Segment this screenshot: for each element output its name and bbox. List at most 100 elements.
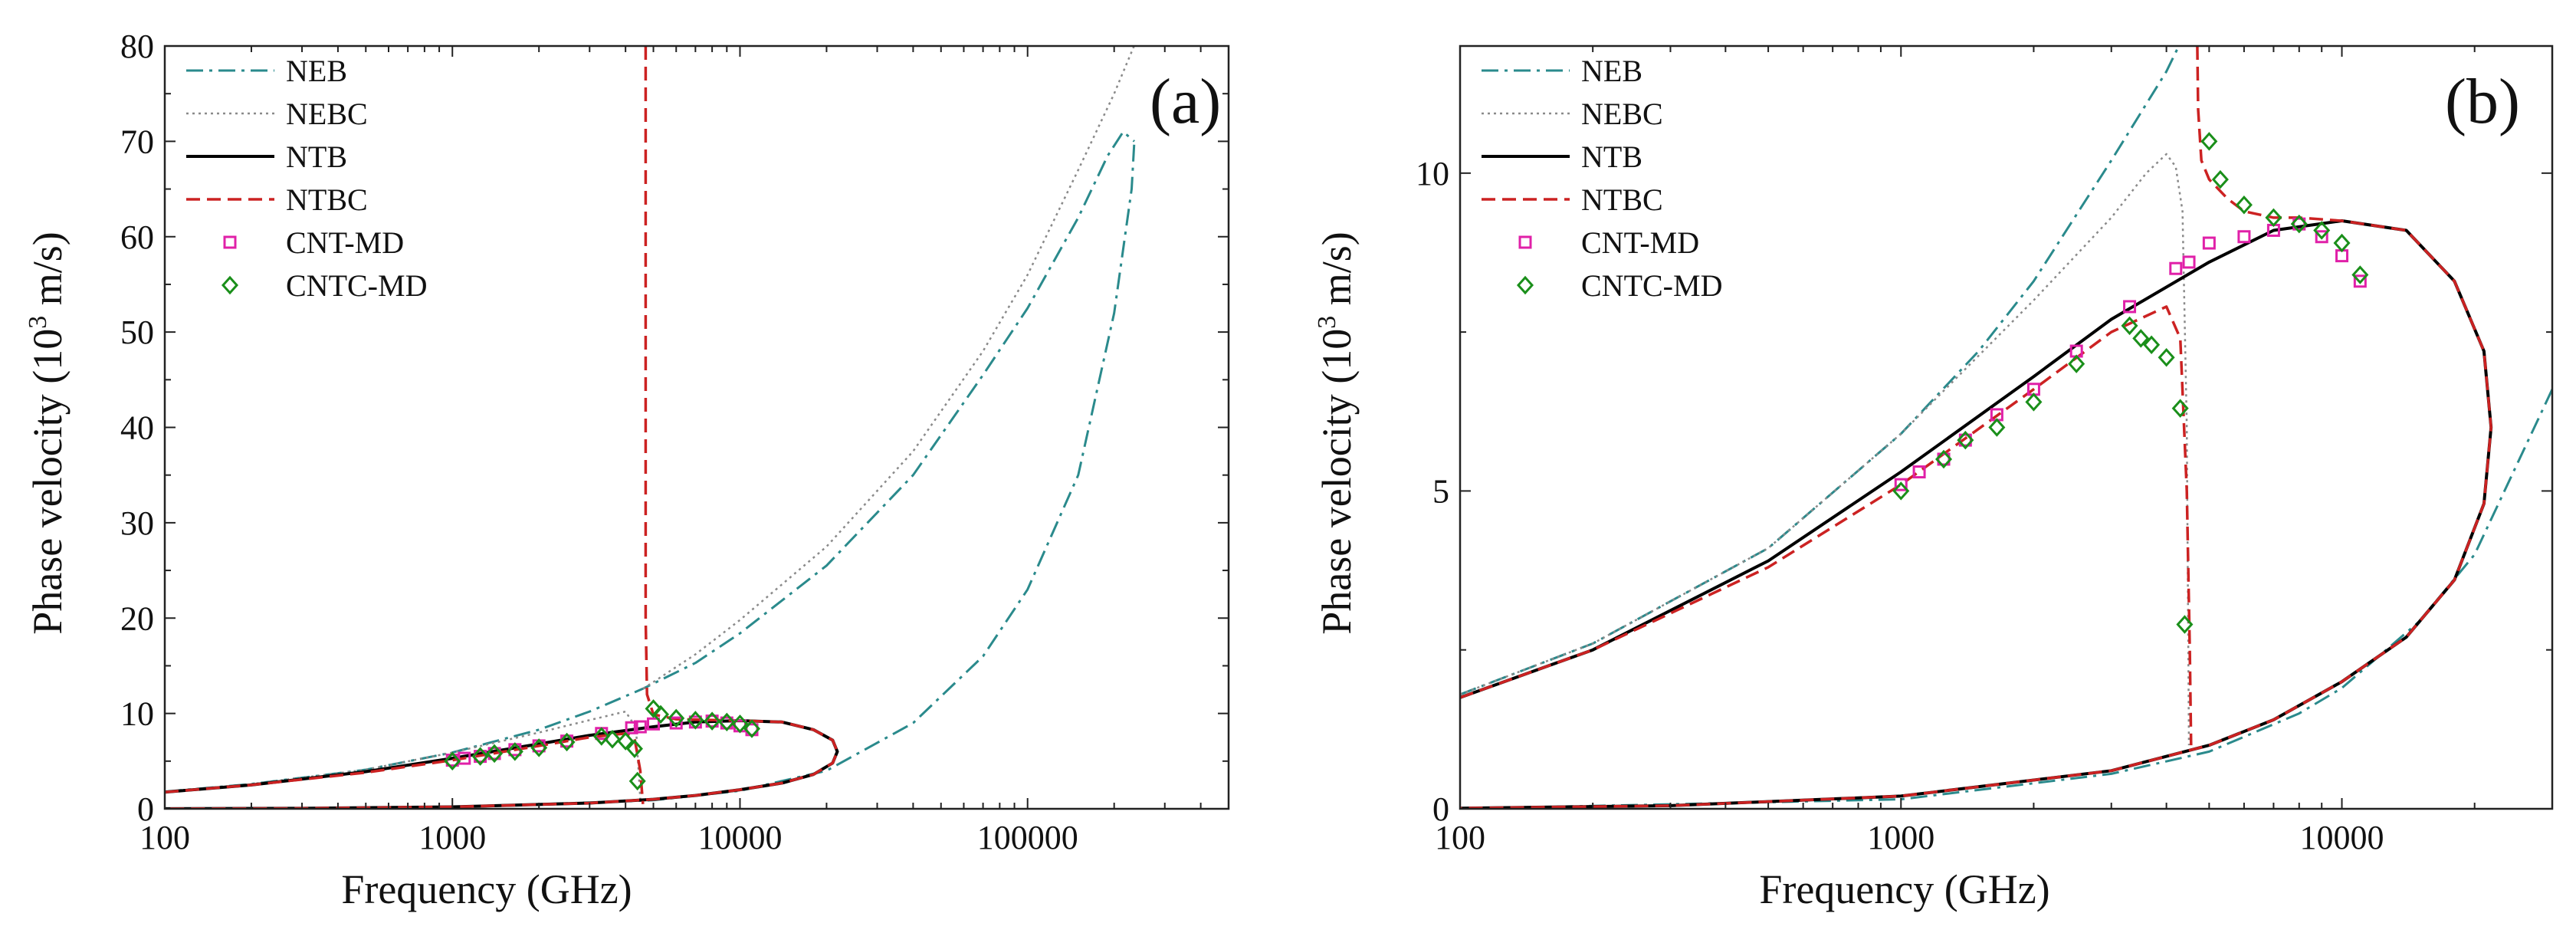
marker-cntc-md-b-0 xyxy=(1892,481,1910,501)
marker-cntc-md-b-7 xyxy=(2132,329,2150,348)
marker-cnt-md-b-0 xyxy=(1894,478,1908,491)
x-axis-label-b: Frequency (GHz) xyxy=(1759,866,2049,912)
legend-swatch-cnt-md-b xyxy=(1518,235,1532,249)
y-axis-label-a: Phase velocity (103 m/s) xyxy=(24,232,71,634)
marker-cntc-md-b-19 xyxy=(2351,265,2369,284)
y-tick-label-a-2: 20 xyxy=(120,600,154,637)
plot-area-a xyxy=(165,46,1136,809)
series-line-ntbc-b-1 xyxy=(1460,46,2492,809)
marker-cntc-md-a-0 xyxy=(444,751,461,771)
series-line-nebc-b-0 xyxy=(1460,153,2190,746)
marker-cntc-md-b-18 xyxy=(2333,233,2351,253)
marker-cntc-md-a-9 xyxy=(625,739,643,758)
legend-label-ntb-a: NTB xyxy=(286,140,347,174)
marker-cntc-md-b-12 xyxy=(2200,132,2218,151)
marker-cntc-md-a-7 xyxy=(603,729,622,749)
marker-cntc-md-a-1 xyxy=(471,747,489,766)
legend-label-nebc-b: NEBC xyxy=(1581,97,1663,131)
legend-label-ntbc-b: NTBC xyxy=(1581,182,1663,217)
y-tick-label-a-4: 40 xyxy=(120,409,154,447)
marker-cntc-md-b-13 xyxy=(2211,169,2229,189)
marker-cntc-md-b-2 xyxy=(1957,430,1974,450)
legend-label-cnt-md-b: CNT-MD xyxy=(1581,225,1699,260)
marker-cnt-md-b-8 xyxy=(2169,261,2183,275)
y-tick-label-b-0: 0 xyxy=(1432,790,1449,828)
legend-label-cnt-md-a: CNT-MD xyxy=(286,225,404,260)
marker-cntc-md-a-15 xyxy=(704,711,721,731)
marker-cntc-md-b-10 xyxy=(2171,399,2189,418)
marker-cntc-md-a-16 xyxy=(718,712,736,732)
series-line-neb-a-0 xyxy=(165,130,1135,793)
marker-cntc-md-a-5 xyxy=(558,732,576,752)
tick-labels-b: 100 1000 10000 0 5 10 xyxy=(1416,155,2384,856)
y-tick-label-b-2: 10 xyxy=(1416,155,1449,192)
marker-cntc-md-b-8 xyxy=(2143,335,2161,354)
marker-cnt-md-b-16 xyxy=(2353,274,2367,288)
y-axis-label-b: Phase velocity (103 m/s) xyxy=(1313,232,1360,634)
y-tick-label-a-7: 70 xyxy=(120,123,154,160)
marker-cnt-md-a-1 xyxy=(458,751,471,765)
marker-cntc-md-a-10 xyxy=(628,771,646,791)
marker-cntc-md-b-6 xyxy=(2121,316,2138,336)
x-axis-label-a: Frequency (GHz) xyxy=(341,866,632,912)
legend-b: NEB NEBC NTB NTBC CNT-MD CNTC-MD xyxy=(1482,54,1722,303)
legend-label-neb-a: NEB xyxy=(286,54,347,88)
legend-label-cntc-md-a: CNTC-MD xyxy=(286,268,427,303)
y-tick-label-a-0: 0 xyxy=(137,790,154,828)
marker-cnt-md-b-1 xyxy=(1912,465,1926,479)
marker-cntc-md-a-14 xyxy=(687,711,704,730)
x-tick-label-b-0: 100 xyxy=(1435,819,1485,856)
series-line-ntbc-a-1 xyxy=(165,46,839,809)
x-tick-label-a-2: 10000 xyxy=(697,819,782,856)
legend-swatch-cntc-md-b xyxy=(1516,275,1534,295)
marker-cntc-md-b-14 xyxy=(2235,195,2253,215)
axes-b xyxy=(1459,44,2554,810)
y-tick-label-b-1: 5 xyxy=(1432,472,1449,510)
x-tick-label-a-1: 1000 xyxy=(418,819,486,856)
series-group-a xyxy=(165,46,1136,809)
x-tick-label-a-0: 100 xyxy=(139,819,190,856)
marker-cntc-md-b-1 xyxy=(1934,449,1953,469)
marker-cntc-md-b-9 xyxy=(2158,348,2175,367)
y-tick-label-a-5: 50 xyxy=(120,314,154,351)
marker-cnt-md-b-11 xyxy=(2237,230,2251,244)
y-tick-label-a-3: 30 xyxy=(120,504,154,542)
series-line-ntbc-b-0 xyxy=(1460,305,2193,746)
marker-cntc-md-b-4 xyxy=(2025,393,2043,412)
series-line-ntbc-a-0 xyxy=(165,731,645,804)
marker-cntc-md-a-3 xyxy=(506,742,523,761)
legend-swatch-cnt-md-a xyxy=(223,235,237,249)
marker-cnt-md-b-14 xyxy=(2315,230,2328,244)
marker-cntc-md-a-4 xyxy=(530,738,548,757)
axes-a xyxy=(163,44,1230,810)
panel-label-b: (b) xyxy=(2445,66,2520,137)
marker-cntc-md-a-13 xyxy=(668,708,685,728)
marker-cntc-md-b-5 xyxy=(2068,354,2085,373)
legend-a: NEB NEBC NTB NTBC CNT-MD CNTC-MD xyxy=(186,54,427,303)
marker-cntc-md-b-11 xyxy=(2176,615,2194,634)
series-group-b xyxy=(1460,46,2552,809)
marker-cnt-md-a-10 xyxy=(647,717,661,731)
y-tick-label-a-8: 80 xyxy=(120,28,154,65)
marker-cntc-md-a-6 xyxy=(592,727,610,746)
marker-cntc-md-b-15 xyxy=(2265,208,2282,228)
marker-cnt-md-b-10 xyxy=(2202,236,2216,250)
marker-cntc-md-b-16 xyxy=(2290,214,2308,234)
marker-cntc-md-a-8 xyxy=(617,731,635,751)
marker-cntc-md-a-11 xyxy=(645,699,662,718)
marker-cntc-md-a-17 xyxy=(731,715,749,734)
chart-panel-b: 100 1000 10000 0 5 10 NEB NEBC NTB NTBC CNT-MD CNT… xyxy=(1313,44,2554,912)
marker-cnt-md-a-11 xyxy=(669,716,683,730)
marker-cntc-md-a-2 xyxy=(486,744,504,764)
plot-area-b xyxy=(1460,46,2552,809)
y-tick-label-a-1: 10 xyxy=(120,695,154,733)
x-tick-label-b-1: 1000 xyxy=(1867,819,1934,856)
marker-cnt-md-a-8 xyxy=(625,721,638,734)
marker-cntc-md-b-17 xyxy=(2313,221,2331,240)
legend-label-cntc-md-b: CNTC-MD xyxy=(1581,268,1722,303)
plot-frame-b xyxy=(1459,44,2554,810)
legend-swatch-cntc-md-a xyxy=(221,275,239,295)
tick-labels-a: 100 1000 10000 100000 0 10 20 30 40 50 60 70 80 xyxy=(120,28,1078,856)
